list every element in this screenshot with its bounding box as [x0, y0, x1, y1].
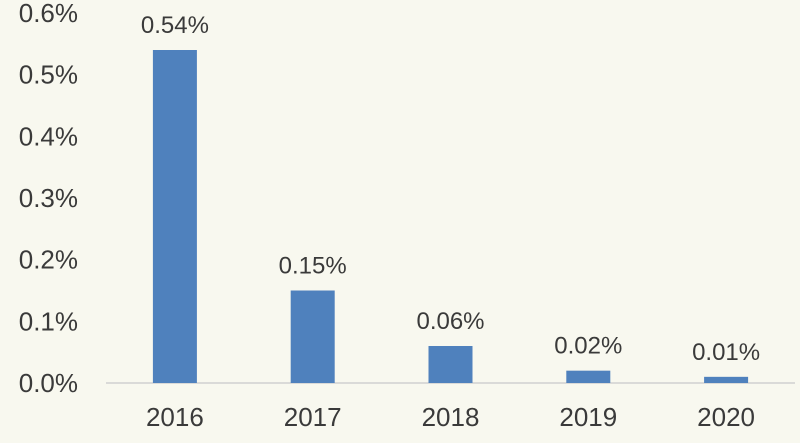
- data-label-2016: 0.54%: [141, 12, 209, 39]
- data-label-2020: 0.01%: [692, 339, 760, 366]
- x-tick-label: 2019: [559, 402, 617, 432]
- x-tick-label: 2017: [284, 402, 342, 432]
- bar-2017: [290, 290, 335, 383]
- bar-2020: [704, 376, 749, 383]
- y-tick-label: 0.5%: [19, 60, 78, 90]
- data-label-2017: 0.15%: [279, 253, 347, 280]
- y-axis: 0.0% 0.1% 0.2% 0.3% 0.4% 0.5% 0.6%: [19, 0, 78, 398]
- x-tick-label: 2020: [697, 402, 755, 432]
- data-labels: 0.54% 0.15% 0.06% 0.02% 0.01%: [141, 12, 760, 366]
- x-tick-label: 2018: [422, 402, 480, 432]
- y-tick-label: 0.3%: [19, 183, 78, 213]
- y-tick-label: 0.0%: [19, 368, 78, 398]
- y-tick-label: 0.4%: [19, 121, 78, 151]
- y-tick-label: 0.6%: [19, 0, 78, 28]
- data-label-2019: 0.02%: [554, 333, 622, 360]
- x-axis: 2016 2017 2018 2019 2020: [106, 382, 795, 432]
- bar-2019: [566, 370, 611, 383]
- bars: [152, 50, 749, 383]
- y-tick-label: 0.1%: [19, 306, 78, 336]
- data-label-2018: 0.06%: [416, 308, 484, 335]
- bar-2018: [428, 346, 473, 383]
- y-tick-label: 0.2%: [19, 245, 78, 275]
- x-tick-label: 2016: [146, 402, 204, 432]
- bar-2016: [152, 50, 197, 383]
